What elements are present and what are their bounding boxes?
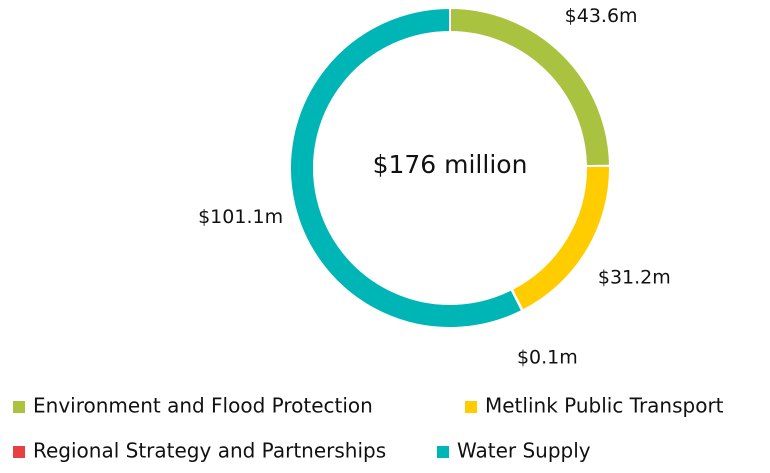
legend-label: Regional Strategy and Partnerships bbox=[33, 439, 386, 463]
legend-swatch bbox=[437, 446, 449, 458]
legend-swatch bbox=[465, 401, 477, 413]
data-label: $31.2m bbox=[598, 266, 671, 288]
legend-label: Environment and Flood Protection bbox=[33, 394, 373, 418]
donut-slice bbox=[510, 164, 611, 312]
donut-slice bbox=[449, 6, 611, 168]
legend-swatch bbox=[13, 401, 25, 413]
donut-slice bbox=[289, 6, 524, 329]
legend-label: Metlink Public Transport bbox=[485, 394, 724, 418]
data-label: $0.1m bbox=[517, 346, 578, 368]
legend-swatch bbox=[13, 446, 25, 458]
center-label: $176 million bbox=[373, 150, 528, 179]
data-label: $101.1m bbox=[198, 206, 283, 228]
data-label: $43.6m bbox=[565, 5, 638, 27]
legend-label: Water Supply bbox=[457, 439, 591, 463]
